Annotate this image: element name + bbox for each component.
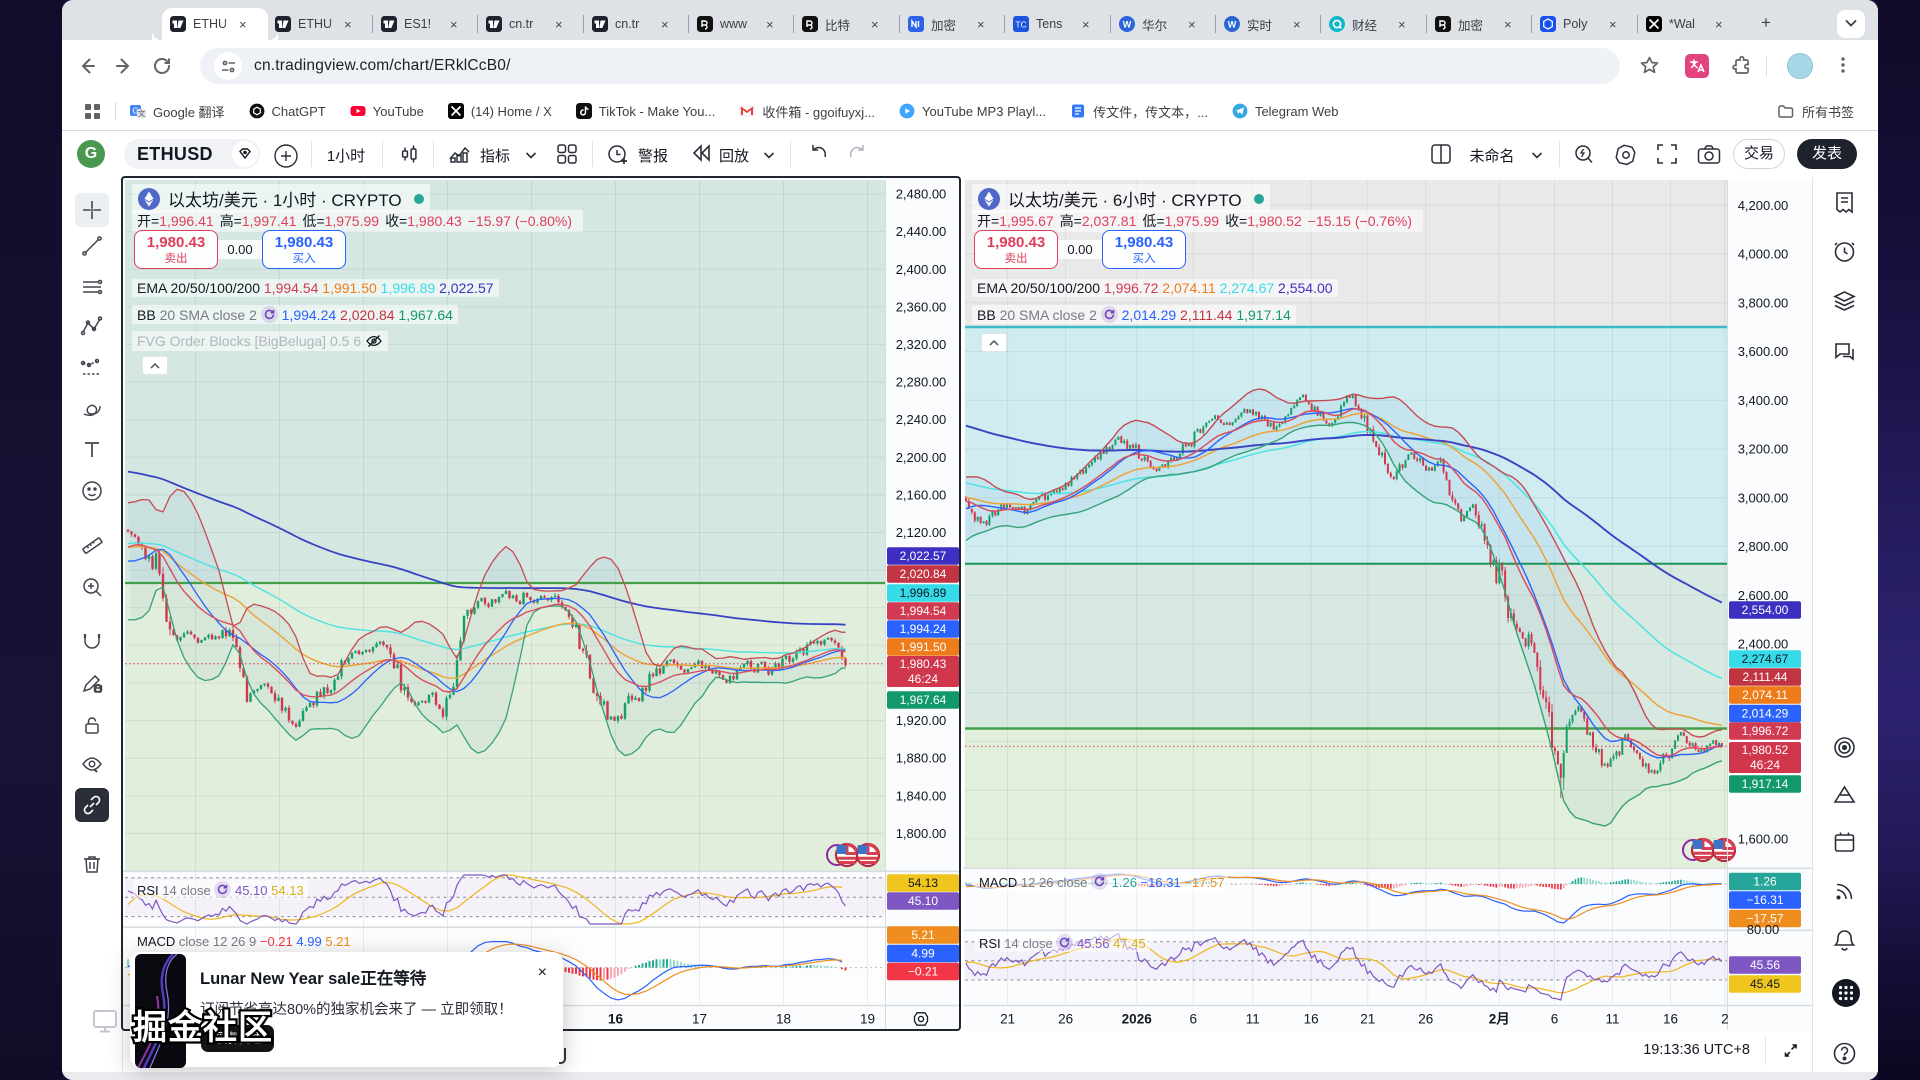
svg-text:1,994.54: 1,994.54 xyxy=(900,604,947,618)
svg-text:文: 文 xyxy=(138,108,146,118)
svg-text:W: W xyxy=(1123,20,1132,30)
svg-text:1,996.89: 1,996.89 xyxy=(900,586,947,600)
svg-text:17: 17 xyxy=(692,1012,707,1027)
svg-text:46:24: 46:24 xyxy=(908,672,938,686)
svg-text:G: G xyxy=(132,107,138,116)
svg-text:16: 16 xyxy=(608,1012,624,1027)
svg-text:2,400.00: 2,400.00 xyxy=(896,262,947,277)
svg-text:1,967.64: 1,967.64 xyxy=(900,693,947,707)
svg-text:2,200.00: 2,200.00 xyxy=(896,450,947,465)
svg-text:3,800.00: 3,800.00 xyxy=(1738,295,1789,310)
svg-text:3,200.00: 3,200.00 xyxy=(1738,442,1789,457)
svg-text:2: 2 xyxy=(1721,1012,1729,1027)
svg-text:2月: 2月 xyxy=(1489,1012,1510,1027)
svg-text:45.45: 45.45 xyxy=(1750,977,1780,991)
svg-text:2,800.00: 2,800.00 xyxy=(1738,539,1789,554)
svg-text:2,160.00: 2,160.00 xyxy=(896,487,947,502)
svg-text:5.21: 5.21 xyxy=(911,928,935,942)
svg-text:21: 21 xyxy=(1360,1012,1375,1027)
svg-text:45.10: 45.10 xyxy=(908,894,938,908)
svg-text:1,996.72: 1,996.72 xyxy=(1742,724,1789,738)
svg-text:1,994.24: 1,994.24 xyxy=(900,622,947,636)
svg-text:26: 26 xyxy=(1418,1012,1433,1027)
svg-text:1,600.00: 1,600.00 xyxy=(1738,832,1789,847)
svg-text:2,120.00: 2,120.00 xyxy=(896,525,947,540)
svg-text:26: 26 xyxy=(1058,1012,1073,1027)
svg-text:2,274.67: 2,274.67 xyxy=(1742,652,1789,666)
svg-text:2,111.44: 2,111.44 xyxy=(1743,670,1788,684)
svg-text:−16.31: −16.31 xyxy=(1746,893,1783,907)
svg-text:2026: 2026 xyxy=(1122,1012,1153,1027)
svg-text:2,074.11: 2,074.11 xyxy=(1742,688,1788,702)
svg-text:1,920.00: 1,920.00 xyxy=(896,713,947,728)
svg-text:4.99: 4.99 xyxy=(911,947,935,961)
svg-text:1.26: 1.26 xyxy=(1753,875,1777,889)
svg-text:1,880.00: 1,880.00 xyxy=(896,751,947,766)
svg-text:4,000.00: 4,000.00 xyxy=(1738,247,1789,262)
svg-text:1,800.00: 1,800.00 xyxy=(896,826,947,841)
svg-text:19: 19 xyxy=(860,1012,875,1027)
svg-text:1,917.14: 1,917.14 xyxy=(1742,777,1789,791)
svg-text:45.56: 45.56 xyxy=(1750,958,1780,972)
svg-text:2,480.00: 2,480.00 xyxy=(896,187,947,202)
svg-text:1,980.52: 1,980.52 xyxy=(1742,743,1789,757)
svg-text:6: 6 xyxy=(1190,1012,1198,1027)
svg-text:2,280.00: 2,280.00 xyxy=(896,375,947,390)
svg-text:1,980.43: 1,980.43 xyxy=(900,657,947,671)
svg-text:3,400.00: 3,400.00 xyxy=(1738,393,1789,408)
svg-text:3,600.00: 3,600.00 xyxy=(1738,344,1789,359)
svg-text:6: 6 xyxy=(1551,1012,1559,1027)
svg-text:11: 11 xyxy=(1246,1012,1260,1027)
svg-text:80.00: 80.00 xyxy=(1747,922,1780,937)
svg-text:2,400.00: 2,400.00 xyxy=(1738,637,1789,652)
svg-text:16: 16 xyxy=(1304,1012,1319,1027)
svg-text:16: 16 xyxy=(1663,1012,1678,1027)
svg-text:−0.21: −0.21 xyxy=(908,965,939,979)
svg-text:2,320.00: 2,320.00 xyxy=(896,337,947,352)
svg-text:−17.57: −17.57 xyxy=(1746,912,1783,926)
svg-text:11: 11 xyxy=(1605,1012,1619,1027)
svg-text:2,554.00: 2,554.00 xyxy=(1742,603,1789,617)
svg-text:2,240.00: 2,240.00 xyxy=(896,412,947,427)
svg-text:4,200.00: 4,200.00 xyxy=(1738,198,1789,213)
svg-text:2,022.57: 2,022.57 xyxy=(900,549,947,563)
svg-text:1,991.50: 1,991.50 xyxy=(900,640,947,654)
svg-text:2,440.00: 2,440.00 xyxy=(896,224,947,239)
svg-text:2,014.29: 2,014.29 xyxy=(1742,707,1789,721)
svg-text:2,360.00: 2,360.00 xyxy=(896,299,947,314)
svg-text:21: 21 xyxy=(1000,1012,1015,1027)
svg-text:2,020.84: 2,020.84 xyxy=(900,567,947,581)
svg-text:46:24: 46:24 xyxy=(1750,758,1780,772)
svg-text:2,600.00: 2,600.00 xyxy=(1738,588,1789,603)
svg-text:1,840.00: 1,840.00 xyxy=(896,788,947,803)
svg-text:W: W xyxy=(1228,20,1237,30)
svg-text:54.13: 54.13 xyxy=(908,876,938,890)
svg-text:3,000.00: 3,000.00 xyxy=(1738,490,1789,505)
svg-text:TC: TC xyxy=(1015,20,1026,30)
svg-text:18: 18 xyxy=(776,1012,791,1027)
